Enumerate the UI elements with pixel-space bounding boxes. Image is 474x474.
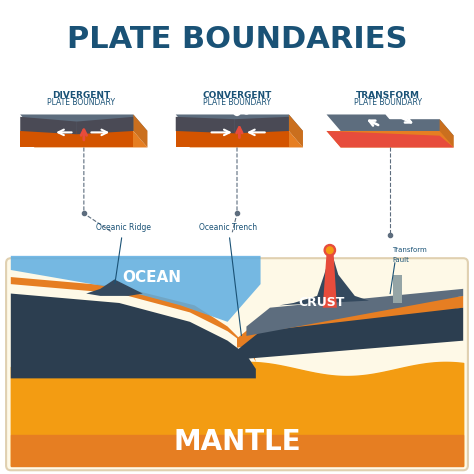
Polygon shape — [279, 251, 369, 305]
Polygon shape — [77, 117, 133, 134]
Polygon shape — [20, 115, 147, 131]
Polygon shape — [20, 117, 77, 134]
Text: CONVERGENT: CONVERGENT — [202, 91, 272, 100]
Polygon shape — [237, 296, 463, 348]
Polygon shape — [327, 131, 454, 147]
Polygon shape — [86, 279, 143, 296]
Circle shape — [234, 109, 240, 116]
Text: PLATE BOUNDARIES: PLATE BOUNDARIES — [67, 25, 407, 54]
Polygon shape — [176, 131, 289, 147]
Polygon shape — [327, 131, 454, 147]
Text: PLATE BOUNDARY: PLATE BOUNDARY — [203, 99, 271, 108]
Polygon shape — [11, 277, 256, 362]
Text: PLATE BOUNDARY: PLATE BOUNDARY — [47, 99, 116, 108]
Circle shape — [324, 245, 336, 256]
Circle shape — [327, 247, 333, 254]
Polygon shape — [392, 275, 402, 303]
Text: PLATE BOUNDARY: PLATE BOUNDARY — [354, 99, 422, 108]
Polygon shape — [235, 117, 289, 133]
Text: Fault: Fault — [392, 257, 410, 263]
Polygon shape — [323, 254, 337, 308]
Polygon shape — [20, 131, 133, 147]
Text: Oceanic Trench: Oceanic Trench — [199, 223, 257, 336]
Text: OCEAN: OCEAN — [123, 270, 182, 284]
Polygon shape — [327, 115, 400, 131]
Polygon shape — [246, 289, 463, 336]
Polygon shape — [439, 119, 454, 147]
Text: MANTLE: MANTLE — [173, 428, 301, 456]
Polygon shape — [388, 119, 454, 136]
Polygon shape — [176, 117, 235, 133]
Polygon shape — [11, 293, 256, 378]
Text: TRANSFORM: TRANSFORM — [356, 91, 420, 100]
Polygon shape — [20, 131, 147, 147]
Polygon shape — [289, 115, 303, 147]
Polygon shape — [176, 115, 303, 131]
Text: Oceanic Ridge: Oceanic Ridge — [96, 223, 151, 284]
Text: DIVERGENT: DIVERGENT — [52, 91, 110, 100]
Polygon shape — [11, 256, 261, 322]
Polygon shape — [176, 131, 303, 147]
Polygon shape — [237, 308, 463, 359]
Circle shape — [243, 108, 250, 114]
Text: Transform: Transform — [392, 247, 427, 254]
FancyBboxPatch shape — [6, 258, 468, 470]
Text: CRUST: CRUST — [299, 295, 345, 309]
Polygon shape — [133, 115, 147, 147]
